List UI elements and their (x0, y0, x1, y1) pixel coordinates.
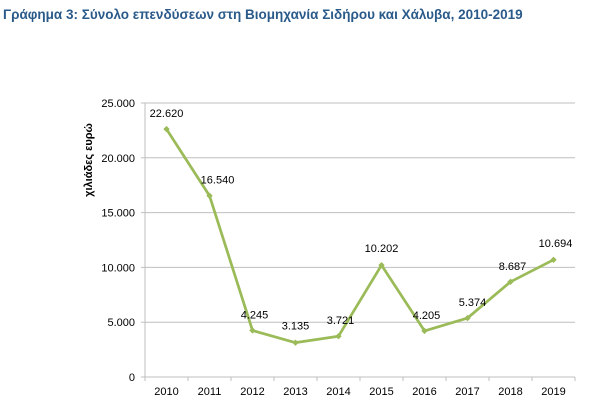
x-tick-label: 2014 (326, 386, 350, 398)
gridlines (145, 102, 575, 323)
data-point (292, 339, 299, 346)
data-label: 4.205 (413, 310, 441, 322)
data-point (507, 278, 514, 285)
data-label: 3.721 (327, 315, 355, 327)
x-tick-label: 2013 (283, 386, 307, 398)
x-tick-label: 2015 (369, 386, 393, 398)
x-tick-label: 2018 (498, 386, 522, 398)
x-tick-label: 2017 (455, 386, 479, 398)
y-tick-label: 25.000 (101, 98, 135, 110)
data-label: 22.620 (150, 108, 184, 120)
data-point (378, 261, 385, 269)
data-label: 4.245 (241, 309, 269, 321)
data-point (206, 192, 213, 199)
data-labels: 22.620 16.540 4.245 3.135 3.721 10.202 4.205 5.… (150, 108, 573, 333)
y-tick-label: 20.000 (101, 153, 135, 165)
x-tick-label: 2016 (412, 386, 436, 398)
data-label: 3.135 (282, 321, 310, 333)
axes (141, 102, 576, 381)
y-axis-title: χιλιάδες ευρώ (83, 123, 95, 197)
data-point (464, 314, 471, 322)
y-tick-label: 0 (129, 372, 135, 384)
x-tick-label: 2019 (541, 386, 565, 398)
data-point (335, 333, 342, 340)
data-point (249, 327, 256, 334)
data-label: 8.687 (499, 261, 527, 273)
data-point (550, 256, 557, 263)
x-tick-label: 2012 (240, 386, 264, 398)
data-point (421, 327, 428, 335)
x-tick-labels: 2010 2011 2012 2013 2014 2015 2016 2017 2018 2019 (154, 386, 565, 398)
data-label: 10.202 (365, 243, 399, 255)
data-points (163, 125, 557, 346)
data-series (165, 128, 555, 345)
y-tick-labels: 0 5.000 10.000 15.000 20.000 25.000 (101, 98, 135, 384)
y-tick-label: 10.000 (101, 262, 135, 274)
y-tick-label: 5.000 (107, 317, 135, 329)
x-tick-label: 2010 (154, 386, 178, 398)
data-point (163, 125, 170, 133)
x-tick-label: 2011 (198, 386, 222, 398)
data-label: 10.694 (539, 238, 573, 250)
series-line (165, 128, 555, 345)
chart-title: Γράφημα 3: Σύνολο επενδύσεων στη Βιομηχα… (3, 7, 523, 22)
data-label: 16.540 (201, 175, 235, 187)
data-label: 5.374 (459, 297, 487, 309)
y-tick-label: 15.000 (101, 208, 135, 220)
